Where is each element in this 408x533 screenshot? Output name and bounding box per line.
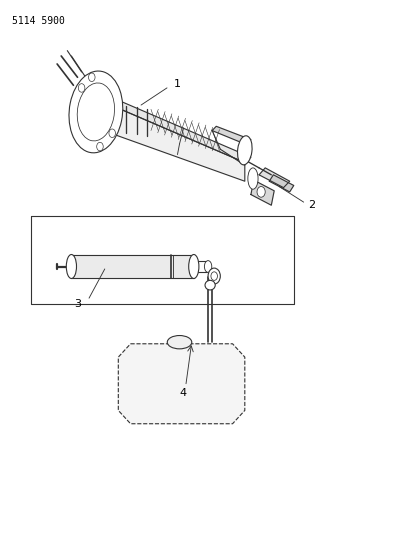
Ellipse shape xyxy=(188,255,199,279)
Polygon shape xyxy=(251,180,274,205)
Circle shape xyxy=(208,268,220,284)
Polygon shape xyxy=(96,93,251,163)
Circle shape xyxy=(211,272,217,280)
Circle shape xyxy=(78,84,85,92)
Polygon shape xyxy=(212,126,251,144)
Circle shape xyxy=(257,187,265,197)
Polygon shape xyxy=(118,344,245,424)
Ellipse shape xyxy=(77,83,115,141)
Circle shape xyxy=(89,73,95,82)
Ellipse shape xyxy=(248,168,258,189)
Ellipse shape xyxy=(66,255,76,279)
Ellipse shape xyxy=(69,71,123,153)
Circle shape xyxy=(109,129,115,138)
Ellipse shape xyxy=(204,261,212,272)
Text: 4: 4 xyxy=(179,388,186,398)
Polygon shape xyxy=(269,175,294,192)
Text: 3: 3 xyxy=(75,299,82,309)
Text: 1: 1 xyxy=(173,79,180,89)
Text: 5114 5900: 5114 5900 xyxy=(12,16,65,26)
Ellipse shape xyxy=(205,280,215,290)
Ellipse shape xyxy=(237,136,252,165)
Text: 2: 2 xyxy=(308,200,315,210)
Ellipse shape xyxy=(167,336,192,349)
Polygon shape xyxy=(71,255,194,278)
Polygon shape xyxy=(96,99,245,181)
Circle shape xyxy=(97,142,103,151)
Polygon shape xyxy=(259,168,290,188)
